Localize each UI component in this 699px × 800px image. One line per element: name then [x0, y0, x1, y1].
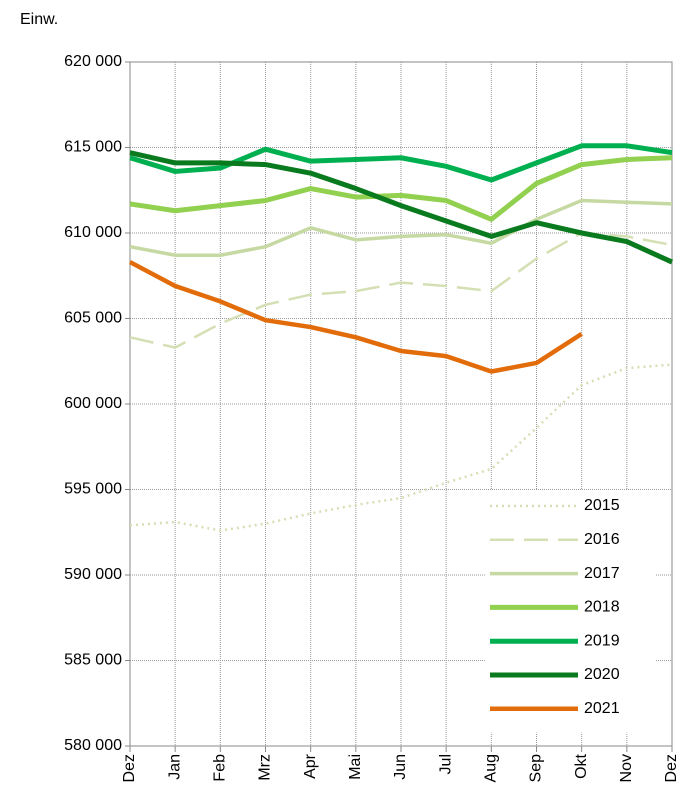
x-tick-label: Apr: [302, 753, 319, 779]
x-tick-label: Feb: [212, 754, 229, 782]
legend-label: 2018: [584, 599, 620, 616]
y-tick-label: 610 000: [64, 224, 122, 241]
series-line: [129, 155, 673, 222]
y-tick-label: 590 000: [64, 566, 122, 583]
x-tick-label: Dez: [663, 754, 680, 782]
y-tick-label: 620 000: [64, 53, 122, 70]
x-tick-label: Mai: [347, 754, 364, 780]
x-tick-label: Aug: [483, 754, 500, 782]
y-axis-label: Einw.: [20, 11, 58, 28]
x-tick-label: Jul: [437, 754, 454, 774]
x-tick-label: Nov: [618, 754, 635, 782]
y-tick-label: 600 000: [64, 395, 122, 412]
x-tick-label: Jan: [166, 754, 183, 780]
series-line: [128, 260, 583, 374]
legend-label: 2016: [584, 531, 620, 548]
plot-border: [129, 61, 673, 747]
y-tick-label: 605 000: [64, 310, 122, 327]
y-tick-label: 580 000: [64, 737, 122, 754]
legend-box: [486, 490, 656, 733]
x-tick-label: Dez: [121, 754, 138, 782]
series-line: [129, 363, 673, 532]
series-line: [129, 150, 674, 265]
series-line: [129, 143, 673, 183]
x-tick-label: Mrz: [257, 754, 274, 781]
y-tick-label: 585 000: [64, 652, 122, 669]
legend-label: 2019: [584, 632, 620, 649]
y-tick-label: 595 000: [64, 481, 122, 498]
y-tick-label: 615 000: [64, 139, 122, 156]
series-line: [129, 198, 673, 257]
x-tick-label: Jun: [392, 754, 409, 780]
legend-label: 2015: [584, 497, 620, 514]
legend-label: 2017: [584, 565, 620, 582]
legend-label: 2020: [584, 666, 620, 683]
x-tick-label: Sep: [528, 754, 545, 783]
legend-label: 2021: [584, 700, 620, 717]
x-tick-label: Okt: [573, 753, 590, 778]
